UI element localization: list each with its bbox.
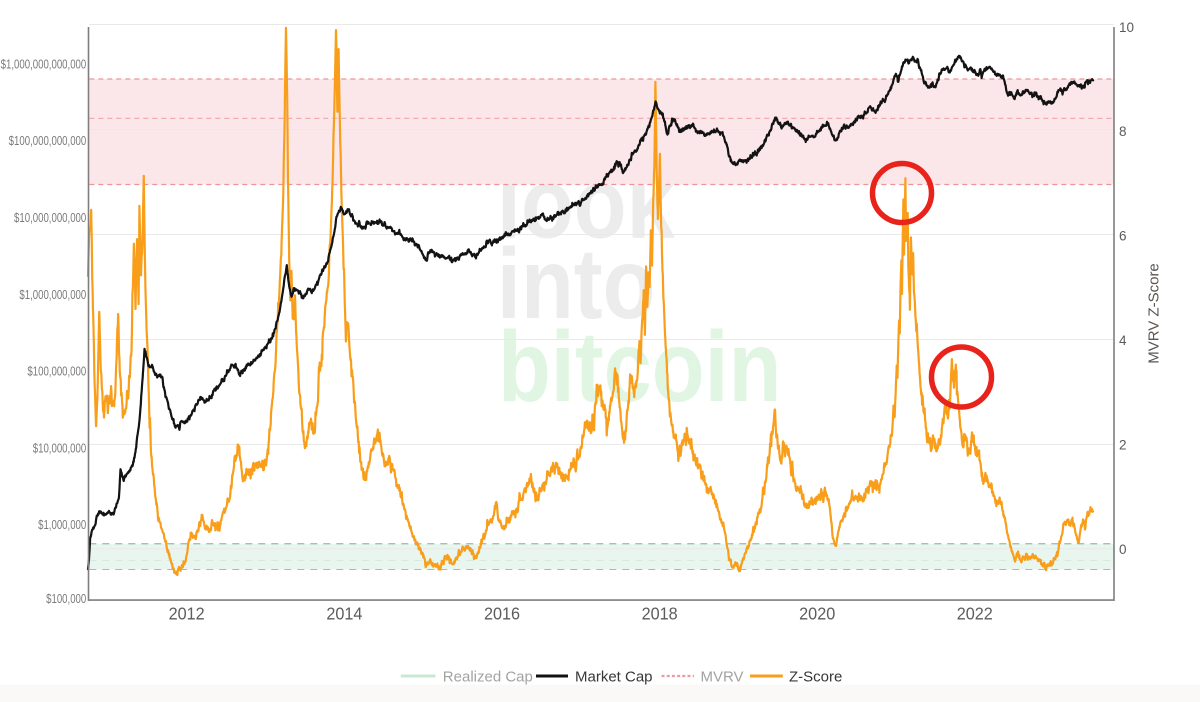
svg-text:$10,000,000: $10,000,000 — [33, 442, 86, 455]
svg-text:2016: 2016 — [484, 604, 520, 624]
svg-text:2014: 2014 — [326, 604, 362, 624]
svg-text:2018: 2018 — [642, 604, 678, 624]
svg-text:0: 0 — [1119, 542, 1127, 557]
svg-text:$100,000: $100,000 — [46, 593, 86, 606]
svg-text:4: 4 — [1119, 333, 1127, 348]
svg-text:$100,000,000,000: $100,000,000,000 — [9, 135, 87, 148]
svg-text:$1,000,000,000,000: $1,000,000,000,000 — [1, 58, 87, 71]
svg-text:2: 2 — [1119, 438, 1127, 453]
svg-text:Realized Cap: Realized Cap — [443, 669, 533, 686]
svg-text:bitcoin: bitcoin — [498, 310, 781, 422]
svg-text:8: 8 — [1119, 124, 1127, 139]
svg-text:$100,000,000: $100,000,000 — [27, 365, 86, 378]
svg-text:2020: 2020 — [799, 604, 835, 624]
svg-text:2022: 2022 — [957, 604, 993, 624]
svg-text:into: into — [497, 227, 655, 339]
svg-text:$1,000,000: $1,000,000 — [38, 519, 86, 532]
svg-text:6: 6 — [1119, 229, 1127, 244]
svg-text:MVRV Z-Score: MVRV Z-Score — [1146, 263, 1163, 364]
svg-text:$10,000,000,000: $10,000,000,000 — [14, 212, 86, 225]
svg-text:10: 10 — [1119, 20, 1134, 35]
svg-text:Market Cap: Market Cap — [575, 669, 653, 686]
svg-text:Z-Score: Z-Score — [789, 669, 842, 686]
svg-text:MVRV: MVRV — [701, 669, 744, 686]
svg-text:2012: 2012 — [169, 604, 205, 624]
svg-text:$1,000,000,000: $1,000,000,000 — [19, 289, 86, 302]
